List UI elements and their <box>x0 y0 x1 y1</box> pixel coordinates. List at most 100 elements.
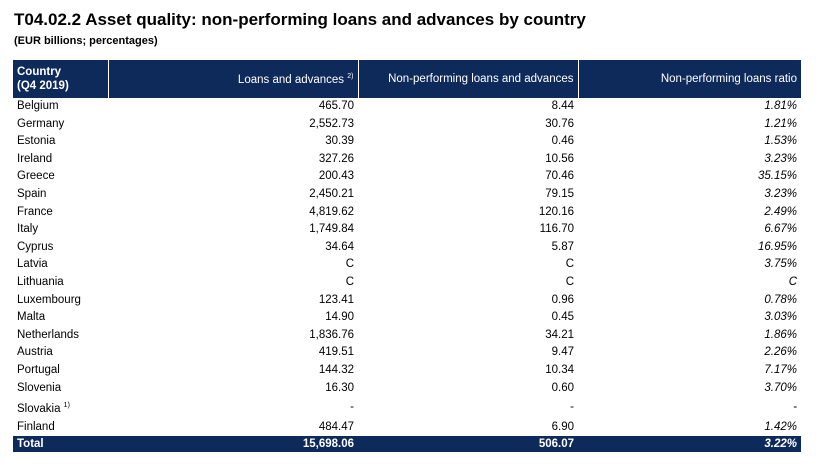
loans-cell: 419.51 <box>318 346 354 359</box>
table-row: Netherlands 1,836.76 34.21 1.86% <box>13 327 801 345</box>
loans-cell: 14.90 <box>325 311 354 324</box>
country-name: Cyprus <box>17 240 54 253</box>
table-row: Cyprus 34.64 5.87 16.95% <box>13 239 801 257</box>
npl-cell: C <box>565 258 574 271</box>
ratio-cell: 1.21% <box>764 117 797 130</box>
country-name: Spain <box>17 187 47 200</box>
npl-cell: 10.56 <box>545 152 574 165</box>
loans-cell: 34.64 <box>325 240 354 253</box>
country-name: Lithuania <box>17 275 64 288</box>
table-row: Belgium 465.70 8.44 1.81% <box>13 98 801 116</box>
npl-cell: 70.46 <box>545 170 574 183</box>
loans-cell: 200.43 <box>318 170 354 183</box>
npl-cell: 120.16 <box>538 205 574 218</box>
header-country-line1: Country <box>17 66 62 78</box>
table-row: Slovakia 1) - - - <box>13 397 801 418</box>
table-row: Austria 419.51 9.47 2.26% <box>13 344 801 362</box>
ratio-cell: C <box>788 275 797 288</box>
table-row: Ireland 327.26 10.56 3.23% <box>13 151 801 169</box>
header-row: Country (Q4 2019) Loans and advances 2) … <box>13 60 801 98</box>
ratio-cell: 6.67% <box>764 223 797 236</box>
country-name: Netherlands <box>17 328 80 341</box>
loans-cell: 465.70 <box>318 100 354 112</box>
country-cell: Slovenia <box>13 380 108 398</box>
npl-cell: 5.87 <box>551 240 574 253</box>
table-row: Estonia 30.39 0.46 1.53% <box>13 133 801 151</box>
country-cell: Luxembourg <box>13 292 108 310</box>
country-cell: Belgium <box>13 98 108 116</box>
table-subtitle: (EUR billions; percentages) <box>14 35 158 47</box>
table-row: Germany 2,552.73 30.76 1.21% <box>13 116 801 134</box>
ratio-cell: 2.26% <box>764 346 797 359</box>
npl-cell: C <box>565 275 574 288</box>
table-row: Greece 200.43 70.46 35.15% <box>13 168 801 186</box>
total-ratio: 3.22% <box>578 436 801 453</box>
ratio-cell: 1.42% <box>764 420 797 433</box>
country-name: Greece <box>17 170 55 183</box>
table-row: Lithuania C C C <box>13 274 801 292</box>
header-loans-label: Loans and advances <box>237 73 345 86</box>
npl-cell: 0.96 <box>551 293 574 306</box>
npl-cell: 0.60 <box>551 381 574 394</box>
npl-cell: 79.15 <box>545 187 574 200</box>
npl-cell: 34.21 <box>545 328 574 341</box>
country-cell: Finland <box>13 419 108 437</box>
header-loans-footnote: 2) <box>347 72 354 80</box>
country-name: Finland <box>17 420 55 433</box>
country-cell: Slovakia 1) <box>13 397 108 418</box>
table-row: Slovenia 16.30 0.60 3.70% <box>13 380 801 398</box>
npl-cell: 0.46 <box>551 135 574 148</box>
loans-cell: 1,749.84 <box>309 223 354 236</box>
header-country: Country (Q4 2019) <box>13 60 108 98</box>
country-name: Ireland <box>17 152 53 165</box>
country-cell: Latvia <box>13 256 108 274</box>
country-cell: Cyprus <box>13 239 108 257</box>
ratio-cell: 3.23% <box>764 152 797 165</box>
loans-cell: 4,819.62 <box>309 205 354 218</box>
country-name: Luxembourg <box>17 293 81 306</box>
table-row: Latvia C C 3.75% <box>13 256 801 274</box>
country-name: Latvia <box>17 258 48 271</box>
table-row: Finland 484.47 6.90 1.42% <box>13 419 801 437</box>
ratio-cell: 3.23% <box>764 187 797 200</box>
loans-cell: 144.32 <box>318 363 354 376</box>
table-body: Belgium 465.70 8.44 1.81% Germany 2,552.73 30.… <box>13 98 801 436</box>
country-cell: Lithuania <box>13 274 108 292</box>
ratio-cell: 1.86% <box>764 328 797 341</box>
loans-cell: C <box>345 258 354 271</box>
loans-cell: 2,450.21 <box>309 187 354 200</box>
country-cell: Austria <box>13 344 108 362</box>
country-name: Malta <box>17 311 46 324</box>
loans-cell: 484.47 <box>318 420 354 433</box>
country-cell: Malta <box>13 309 108 327</box>
table-row: Malta 14.90 0.45 3.03% <box>13 309 801 327</box>
loans-cell: 2,552.73 <box>309 117 354 130</box>
country-name: Estonia <box>17 135 56 148</box>
country-name: Germany <box>17 117 65 130</box>
country-cell: Ireland <box>13 151 108 169</box>
npl-cell: 116.70 <box>539 223 574 236</box>
total-label: Total <box>13 436 108 453</box>
total-loans: 15,698.06 <box>108 436 358 453</box>
ratio-cell: 3.75% <box>764 258 797 271</box>
npl-cell: 30.76 <box>545 117 574 130</box>
ratio-cell: 3.70% <box>764 381 797 394</box>
table-row: Luxembourg 123.41 0.96 0.78% <box>13 292 801 310</box>
country-cell: Italy <box>13 221 108 239</box>
npl-cell: 0.45 <box>551 311 574 324</box>
table-row: Spain 2,450.21 79.15 3.23% <box>13 186 801 204</box>
table-row: Portugal 144.32 10.34 7.17% <box>13 362 801 380</box>
header-country-line2: (Q4 2019) <box>17 80 69 92</box>
country-name: Portugal <box>17 363 60 376</box>
loans-cell: - <box>350 401 354 413</box>
ratio-cell: 0.78% <box>764 293 797 306</box>
country-name: Slovakia <box>17 402 61 415</box>
country-name: France <box>17 205 53 218</box>
country-name: Belgium <box>17 100 59 112</box>
country-cell: Estonia <box>13 133 108 151</box>
ratio-cell: 3.03% <box>764 311 797 324</box>
table-row: France 4,819.62 120.16 2.49% <box>13 204 801 222</box>
npl-cell: 6.90 <box>551 420 574 433</box>
npl-cell: 9.47 <box>551 346 574 359</box>
